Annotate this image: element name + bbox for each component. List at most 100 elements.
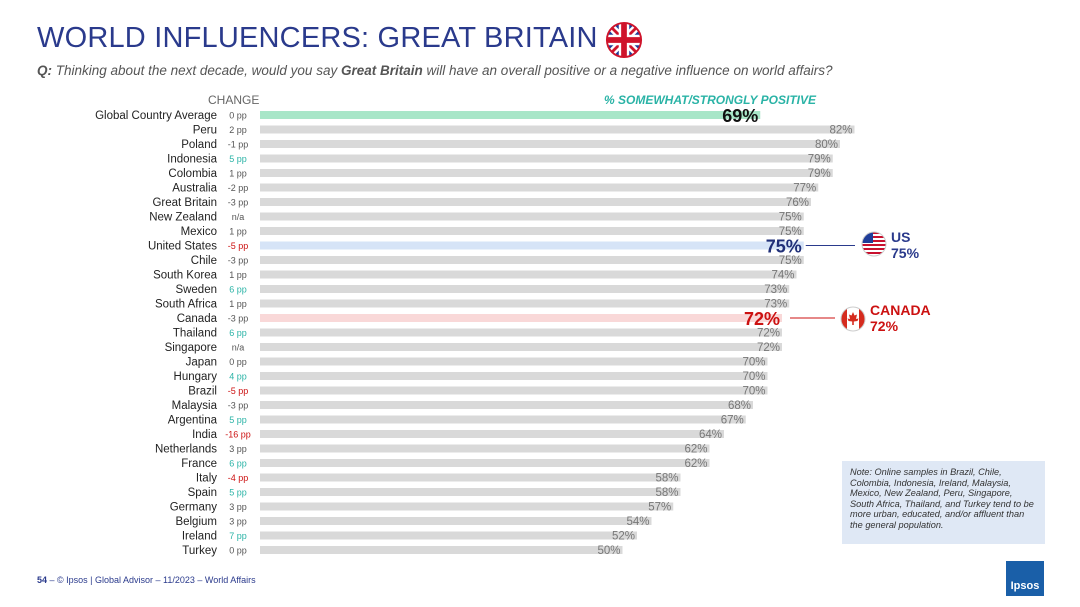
canada-callout: CANADA 72%	[870, 302, 931, 334]
value-label: 58%	[655, 487, 678, 499]
question-text-after: will have an overall positive or a negat…	[426, 63, 833, 78]
bar	[260, 314, 782, 322]
change-label: -2 pp	[228, 183, 249, 193]
value-label: 75%	[779, 226, 802, 238]
canada-callout-label: CANADA	[870, 302, 931, 318]
change-label: -4 pp	[228, 473, 249, 483]
bar	[260, 415, 746, 424]
value-label: 70%	[742, 371, 765, 383]
change-label: 0 pp	[229, 357, 247, 367]
category-label: France	[181, 458, 217, 470]
footer-text: – © Ipsos | Global Advisor – 11/2023 – W…	[49, 575, 256, 585]
change-label: -3 pp	[228, 198, 249, 208]
value-column-header: % SOMEWHAT/STRONGLY POSITIVE	[604, 93, 817, 107]
value-label: 82%	[829, 125, 852, 137]
change-label: 6 pp	[229, 328, 247, 338]
category-label: Brazil	[188, 386, 217, 398]
change-label: 3 pp	[229, 502, 247, 512]
footer: 54 – © Ipsos | Global Advisor – 11/2023 …	[37, 575, 256, 585]
category-label: Colombia	[168, 168, 217, 180]
bar	[260, 502, 674, 511]
value-label: 62%	[684, 458, 707, 470]
change-label: -16 pp	[225, 430, 251, 440]
category-label: United States	[148, 241, 217, 253]
bar	[260, 546, 623, 554]
question-country: Great Britain	[340, 63, 423, 78]
bar	[260, 198, 811, 206]
bar	[260, 488, 681, 496]
value-label: 79%	[808, 168, 831, 180]
category-label: Germany	[170, 502, 218, 514]
value-label: 75%	[779, 255, 802, 267]
change-label: 3 pp	[229, 444, 247, 454]
value-label: 64%	[699, 429, 722, 441]
bar	[260, 270, 797, 279]
change-label: 6 pp	[229, 285, 247, 295]
change-label: 5 pp	[229, 488, 247, 498]
change-label: 1 pp	[229, 299, 247, 309]
value-label: 70%	[742, 386, 765, 398]
us-flag-icon	[861, 231, 887, 257]
value-label: 75%	[766, 237, 802, 257]
canada-flag-icon	[840, 306, 866, 332]
change-label: 3 pp	[229, 517, 247, 527]
bar	[260, 154, 833, 163]
bar	[260, 169, 833, 177]
category-label: Mexico	[181, 226, 217, 238]
value-label: 73%	[764, 299, 787, 311]
bar	[260, 372, 768, 380]
bar	[260, 430, 724, 438]
value-label: 67%	[721, 415, 744, 427]
value-label: 79%	[808, 154, 831, 166]
ipsos-logo: Ipsos	[1006, 561, 1044, 596]
methodology-note: Note: Online samples in Brazil, Chile, C…	[842, 461, 1045, 544]
value-label: 58%	[655, 473, 678, 485]
category-label: Malaysia	[172, 400, 218, 412]
bar	[260, 299, 790, 308]
canada-callout-value: 72%	[870, 318, 899, 334]
category-label: Italy	[196, 473, 217, 485]
us-callout: US 75%	[891, 229, 919, 261]
bar	[260, 357, 768, 366]
category-label: Singapore	[165, 342, 217, 354]
change-label: n/a	[232, 343, 245, 353]
bar	[260, 241, 804, 250]
bar	[260, 125, 855, 134]
bar	[260, 401, 753, 409]
category-label: Global Country Average	[95, 110, 217, 122]
category-label: Indonesia	[167, 154, 217, 166]
value-label: 74%	[771, 270, 794, 282]
category-label: Canada	[177, 313, 218, 325]
change-label: 1 pp	[229, 169, 247, 179]
change-label: 0 pp	[229, 546, 247, 556]
bar	[260, 227, 804, 235]
category-label: Turkey	[182, 545, 217, 557]
value-label: 50%	[597, 545, 620, 557]
category-label: South Korea	[153, 270, 218, 282]
change-label: 7 pp	[229, 531, 247, 541]
question-text: Q: Thinking about the next decade, would…	[37, 63, 833, 78]
category-label: Hungary	[174, 371, 218, 383]
bar	[260, 285, 790, 293]
category-label: South Africa	[155, 299, 218, 311]
bar	[260, 140, 840, 148]
value-label: 69%	[722, 106, 758, 126]
bar	[260, 111, 761, 119]
bar	[260, 531, 637, 540]
category-label: New Zealand	[149, 212, 217, 224]
category-label: Poland	[181, 139, 217, 151]
change-label: 1 pp	[229, 227, 247, 237]
change-label: 6 pp	[229, 459, 247, 469]
value-label: 76%	[786, 197, 809, 209]
us-callout-value: 75%	[891, 245, 920, 261]
value-label: 57%	[648, 502, 671, 514]
value-label: 52%	[612, 531, 635, 543]
category-label: Thailand	[173, 328, 217, 340]
change-label: 0 pp	[229, 111, 247, 121]
change-label: -3 pp	[228, 256, 249, 266]
category-label: Great Britain	[152, 197, 217, 209]
change-label: -3 pp	[228, 314, 249, 324]
change-label: -3 pp	[228, 401, 249, 411]
value-label: 62%	[684, 444, 707, 456]
